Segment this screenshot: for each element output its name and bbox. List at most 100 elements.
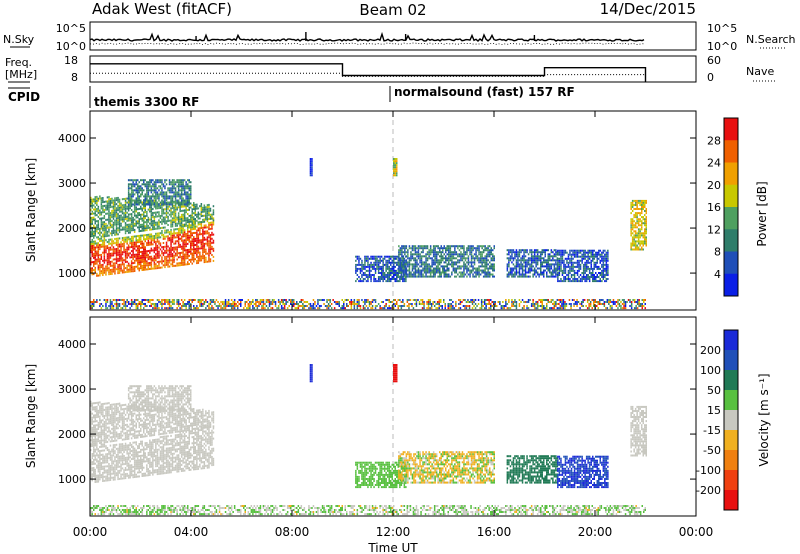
power-cell <box>199 255 201 258</box>
power-cell <box>630 212 632 215</box>
power-cell <box>232 305 234 307</box>
power-cell <box>162 197 165 200</box>
power-cell <box>167 263 169 266</box>
power-cell <box>598 267 600 270</box>
power-cell <box>156 227 159 230</box>
power-cell <box>180 216 183 218</box>
power-cell <box>641 228 643 231</box>
power-cell <box>558 259 561 262</box>
power-cell <box>138 269 140 272</box>
power-cell <box>121 299 124 301</box>
power-cell <box>164 299 166 301</box>
power-cell <box>102 207 104 210</box>
power-cell <box>153 267 156 270</box>
power-cell <box>592 249 594 252</box>
power-cell <box>564 257 567 260</box>
power-cell <box>404 247 406 250</box>
power-cell <box>232 307 234 310</box>
power-cell <box>106 247 109 250</box>
power-cell <box>579 251 582 254</box>
power-cell <box>115 209 118 212</box>
power-cell <box>547 263 549 266</box>
power-cell <box>138 251 140 254</box>
power-cell <box>200 205 203 207</box>
power-cell <box>152 228 154 231</box>
power-cell <box>112 211 115 214</box>
power-cell <box>165 247 168 250</box>
power-cell <box>167 245 169 248</box>
power-cell <box>279 301 281 303</box>
power-cell <box>183 247 186 250</box>
power-cell <box>255 303 257 305</box>
power-cell <box>414 259 417 262</box>
power-cell <box>563 261 565 264</box>
power-cell <box>187 303 189 305</box>
power-cell <box>133 270 136 272</box>
power-cell <box>121 303 124 305</box>
power-cell <box>193 240 195 243</box>
power-cell <box>94 210 96 213</box>
power-cell <box>458 275 461 278</box>
power-cell <box>132 266 134 269</box>
power-cell <box>130 244 133 246</box>
power-cell <box>208 207 210 210</box>
power-cell <box>155 245 157 247</box>
power-cell <box>472 247 474 250</box>
power-cell <box>171 265 174 268</box>
power-cell <box>457 245 459 248</box>
power-cell <box>396 174 398 177</box>
power-cell <box>135 249 137 252</box>
power-cell <box>152 195 154 198</box>
power-cell <box>170 241 172 243</box>
power-cell <box>144 258 146 261</box>
power-cell <box>115 237 118 240</box>
power-cell <box>177 193 180 196</box>
power-cell <box>196 243 198 246</box>
power-cell <box>434 261 436 264</box>
power-cell <box>137 226 139 229</box>
power-cell <box>164 235 166 238</box>
power-cell <box>579 265 582 268</box>
power-cell <box>162 220 165 223</box>
power-cell <box>126 242 128 245</box>
power-cell <box>182 239 184 242</box>
power-cell <box>268 305 271 307</box>
power-cell <box>461 275 464 278</box>
power-cell <box>132 191 134 194</box>
power-cell <box>448 249 450 252</box>
power-cell <box>121 259 124 262</box>
power-cell <box>407 249 409 252</box>
power-cell <box>132 247 134 250</box>
power-cell <box>190 244 192 247</box>
power-cell <box>302 305 304 307</box>
power-cell <box>108 204 110 207</box>
power-cell <box>133 241 136 244</box>
power-cell <box>188 259 190 261</box>
power-cell <box>194 258 196 261</box>
power-cell <box>173 217 175 220</box>
power-cell <box>367 257 369 260</box>
power-cell <box>102 211 104 214</box>
power-cell <box>129 231 131 234</box>
power-cell <box>141 201 143 204</box>
power-cell <box>102 229 104 232</box>
power-cell <box>155 247 157 249</box>
power-cell <box>159 221 162 224</box>
power-cell <box>165 222 168 225</box>
power-cell <box>264 307 266 310</box>
power-cell <box>311 162 313 165</box>
power-cell <box>90 221 92 224</box>
power-cell <box>482 265 485 268</box>
power-cell <box>380 265 383 268</box>
power-cell <box>567 257 570 260</box>
power-cell <box>212 255 215 258</box>
power-cell <box>403 257 406 260</box>
power-cell <box>91 253 93 256</box>
power-cell <box>194 307 196 310</box>
power-cell <box>179 252 181 254</box>
power-cell <box>584 249 586 252</box>
power-cell <box>183 215 186 218</box>
power-cell <box>202 249 204 252</box>
power-cell <box>124 252 127 255</box>
power-cell <box>439 249 441 252</box>
